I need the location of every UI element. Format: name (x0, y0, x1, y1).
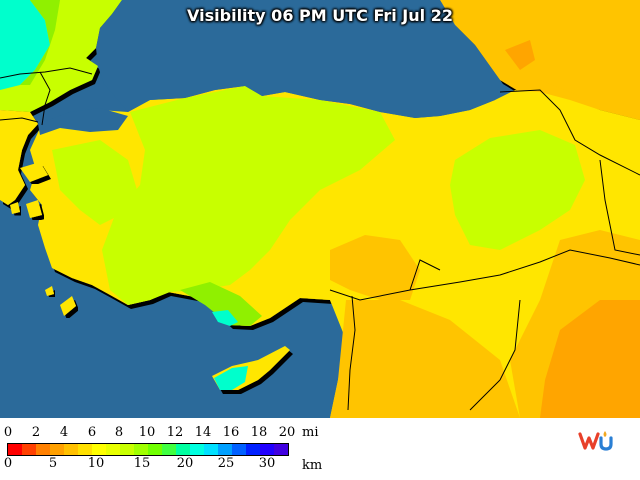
black-sea (96, 0, 500, 118)
color-scale-swatch (36, 444, 50, 455)
color-scale-swatch (190, 444, 204, 455)
color-scale-swatch (106, 444, 120, 455)
color-scale-swatch (274, 444, 288, 455)
color-scale-swatch (92, 444, 106, 455)
color-scale-swatch (204, 444, 218, 455)
km-tick-label: 0 (3, 456, 13, 471)
km-unit-label: km (302, 458, 323, 473)
color-scale-swatch (120, 444, 134, 455)
km-tick-label: 5 (48, 456, 58, 471)
km-tick-label: 20 (176, 456, 194, 471)
color-scale-swatch (8, 444, 22, 455)
vis-zone-east-green (450, 130, 585, 250)
mi-unit-label: mi (302, 425, 319, 440)
km-tick-label: 25 (217, 456, 235, 471)
cyprus-cyan (214, 366, 248, 390)
mi-tick-label: 18 (250, 425, 268, 440)
color-scale-swatch (246, 444, 260, 455)
color-scale-swatch (218, 444, 232, 455)
wunderground-logo[interactable] (578, 428, 622, 452)
vis-zone-west-green (52, 140, 140, 225)
island-small-1 (10, 202, 20, 214)
color-scale-swatch (22, 444, 36, 455)
vis-zone-orange-central (330, 235, 420, 300)
island-lesbos (20, 162, 48, 182)
visibility-map[interactable] (0, 0, 640, 418)
mi-tick-label: 0 (3, 425, 13, 440)
color-scale-swatch (176, 444, 190, 455)
vis-zone-cyan-coast (212, 310, 238, 326)
vis-zone-orange-ne (490, 10, 640, 100)
mi-tick-label: 12 (166, 425, 184, 440)
km-tick-label: 10 (87, 456, 105, 471)
color-scale-swatch (50, 444, 64, 455)
map-title: Visibility 06 PM UTC Fri Jul 22 (187, 6, 453, 25)
mi-tick-label: 4 (59, 425, 69, 440)
km-tick-label: 15 (133, 456, 151, 471)
land-greece-edge (0, 110, 38, 205)
color-scale-swatch (260, 444, 274, 455)
borders (0, 67, 640, 411)
mi-tick-label: 16 (222, 425, 240, 440)
vis-zone-darkorange-se (540, 300, 640, 418)
color-scale-swatch (134, 444, 148, 455)
mi-tick-label: 20 (278, 425, 296, 440)
km-tick-label: 30 (258, 456, 276, 471)
color-scale-swatch (232, 444, 246, 455)
island-rhodes (60, 296, 76, 316)
island-chios (26, 200, 42, 218)
mi-tick-label: 8 (114, 425, 124, 440)
island-small-2 (45, 286, 54, 296)
color-scale-swatch (162, 444, 176, 455)
color-scale-swatch (148, 444, 162, 455)
vis-zone-green-nw (20, 0, 60, 85)
sea-of-marmara (38, 108, 128, 135)
vis-zone-green (180, 282, 262, 326)
mi-tick-label: 10 (138, 425, 156, 440)
color-scale-swatch (64, 444, 78, 455)
mi-tick-label: 2 (31, 425, 41, 440)
color-scale-swatch (78, 444, 92, 455)
mi-tick-label: 6 (87, 425, 97, 440)
mi-tick-label: 14 (194, 425, 212, 440)
vis-zone-darkorange-ne (505, 40, 535, 70)
vis-zone-cyan-nw (0, 0, 50, 90)
color-scale-bar (7, 443, 289, 456)
vis-zone-orange-south (330, 300, 520, 418)
vis-zone-yellowgreen (102, 86, 395, 305)
